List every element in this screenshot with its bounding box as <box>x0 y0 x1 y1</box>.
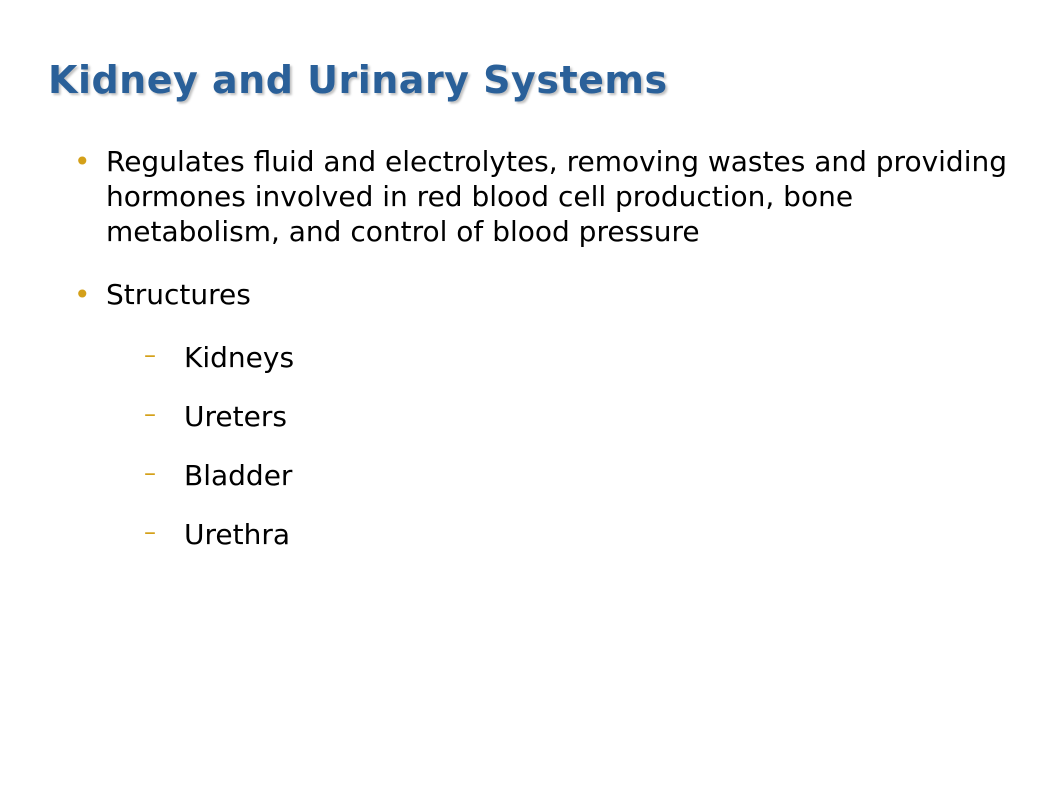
sub-item-text: Bladder <box>184 459 292 492</box>
sub-item-text: Urethra <box>184 518 290 551</box>
sub-item: Ureters <box>148 399 1014 434</box>
sub-item: Urethra <box>148 517 1014 552</box>
sub-item-text: Ureters <box>184 400 287 433</box>
sub-item: Bladder <box>148 458 1014 493</box>
bullet-item: Structures Kidneys Ureters Bladder Ureth… <box>78 277 1014 552</box>
bullet-list: Regulates fluid and electrolytes, removi… <box>48 144 1014 552</box>
bullet-item: Regulates fluid and electrolytes, removi… <box>78 144 1014 249</box>
bullet-text: Structures <box>106 278 251 311</box>
sub-item: Kidneys <box>148 340 1014 375</box>
bullet-text: Regulates fluid and electrolytes, removi… <box>106 145 1007 248</box>
slide-title: Kidney and Urinary Systems <box>48 58 1014 102</box>
sub-list: Kidneys Ureters Bladder Urethra <box>106 340 1014 552</box>
sub-item-text: Kidneys <box>184 341 294 374</box>
